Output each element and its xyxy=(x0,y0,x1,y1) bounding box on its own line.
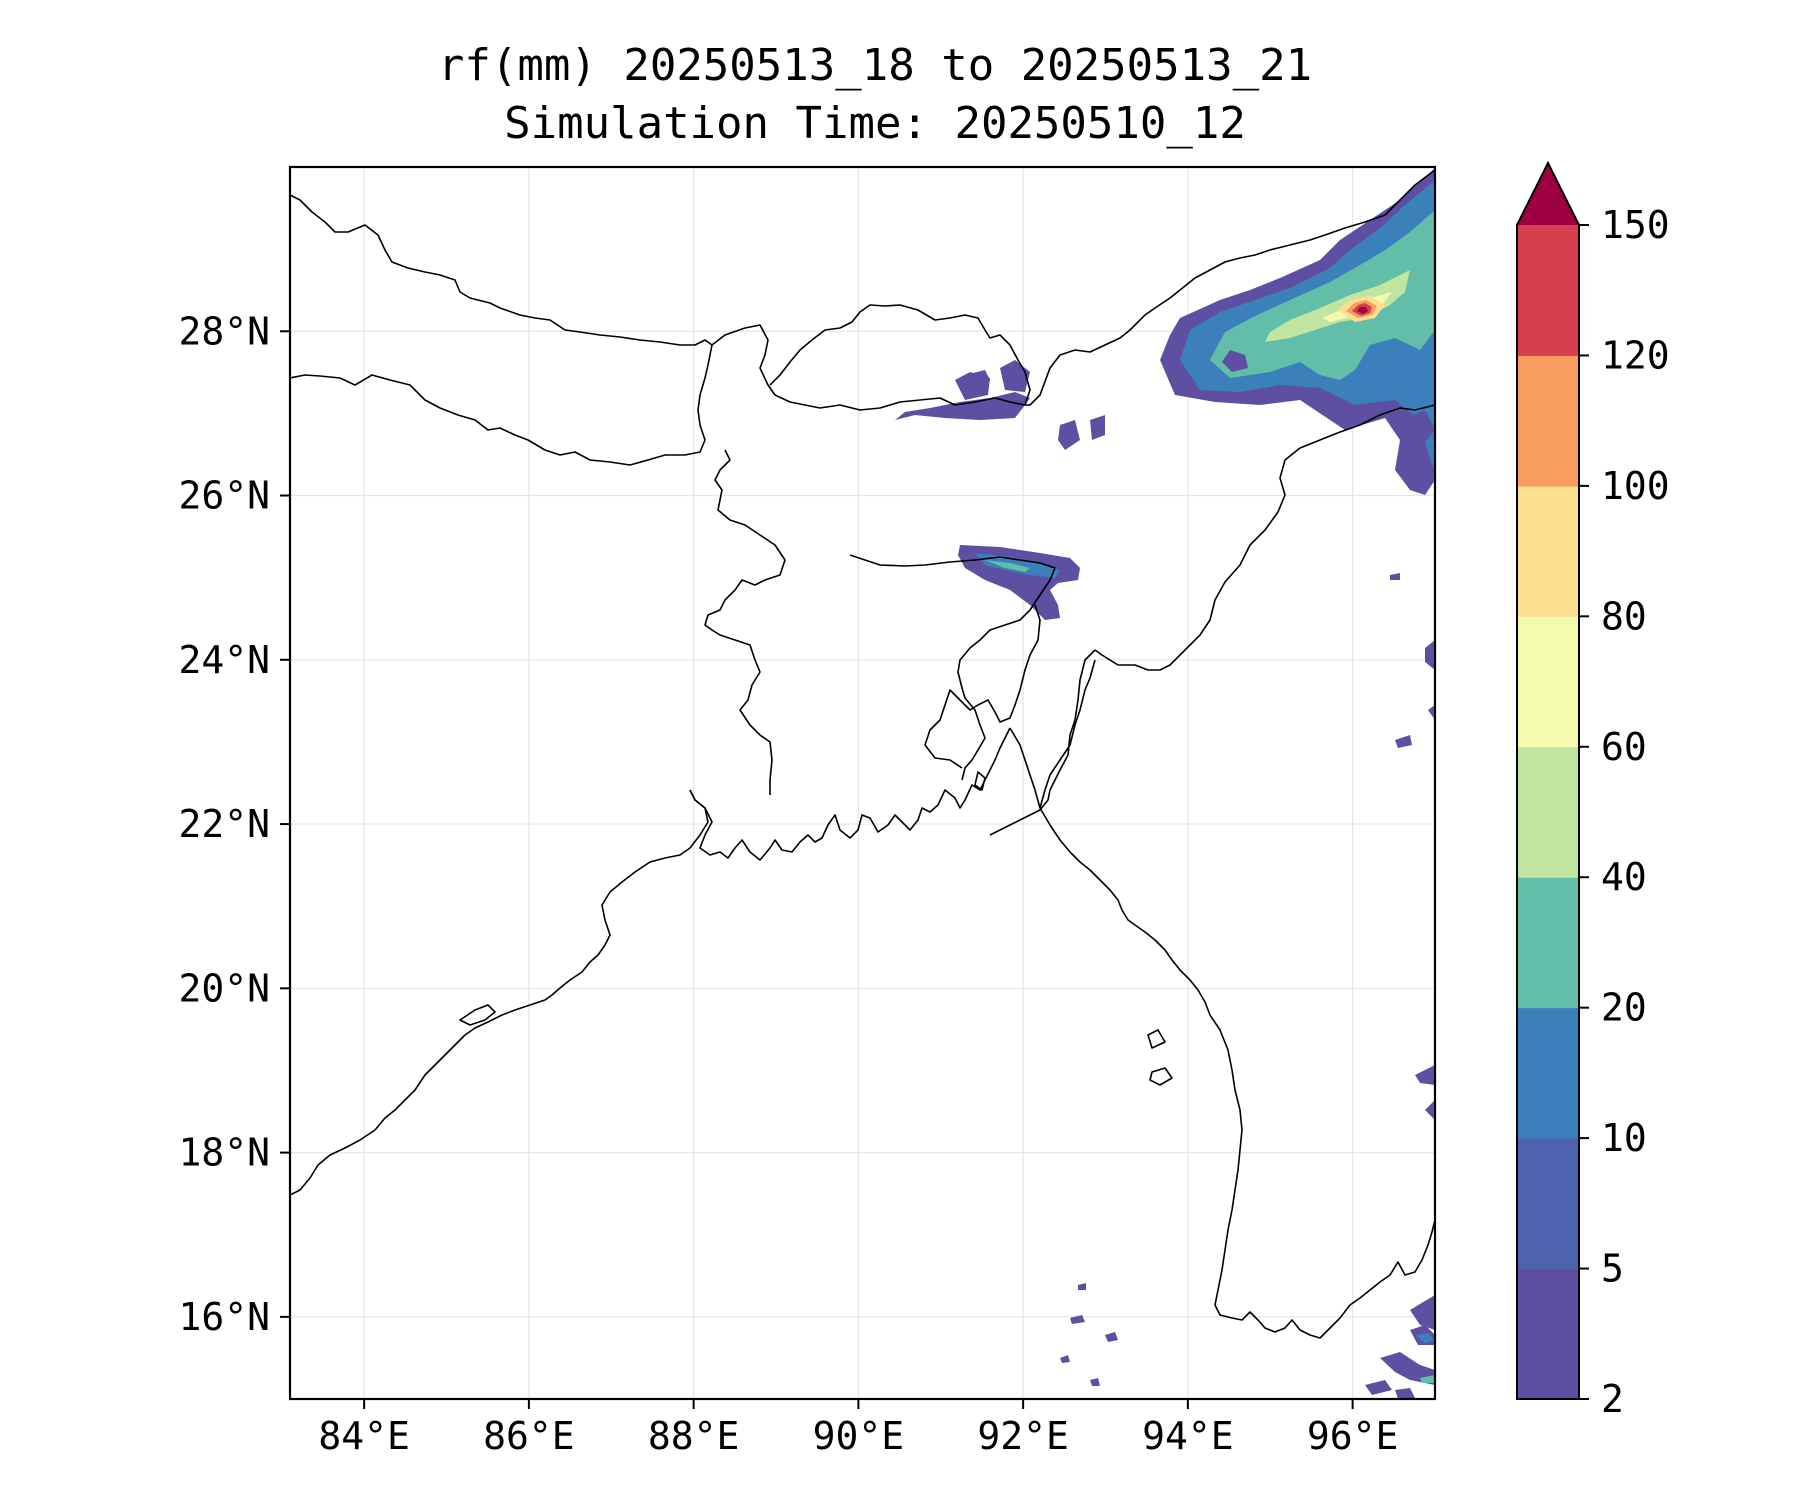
colorbar-tick-label: 150 xyxy=(1601,203,1670,247)
india-east-coast xyxy=(290,789,709,1196)
nepal-north-border xyxy=(290,194,713,346)
colorbar-band xyxy=(1517,877,1579,1009)
colorbar-tick-label: 120 xyxy=(1601,333,1670,377)
myanmar-coast xyxy=(1009,727,1435,1339)
colorbar-tick-label: 5 xyxy=(1601,1247,1624,1291)
bhutan-border xyxy=(711,304,1031,411)
lon-tick-label: 92°E xyxy=(977,1414,1069,1458)
colorbar-band xyxy=(1517,746,1579,878)
tripura-border xyxy=(924,604,1041,769)
lat-tick-label: 18°N xyxy=(178,1131,270,1175)
lon-tick-label: 84°E xyxy=(318,1414,410,1458)
colorbar-band xyxy=(1517,485,1579,617)
map-subtitle: Simulation Time: 20250510_12 xyxy=(504,98,1246,149)
colorbar-outline xyxy=(1516,160,1580,1400)
colorbar: 2 5 10 20 40 60 80 100 120 150 xyxy=(1516,160,1670,1421)
bangladesh-border xyxy=(704,449,786,795)
colorbar-tick-label: 40 xyxy=(1601,855,1647,899)
colorbar-tick-label: 60 xyxy=(1601,725,1647,769)
mizoram-border xyxy=(989,649,1096,836)
map-frame xyxy=(288,165,1437,1401)
sundarbans-coast xyxy=(689,727,1011,861)
colorbar-extend-arrow xyxy=(1517,163,1579,225)
coastlines-and-borders xyxy=(290,169,1435,1339)
lon-tick-label: 86°E xyxy=(483,1414,575,1458)
rain-area-bay-specks xyxy=(1060,1283,1118,1386)
colorbar-band xyxy=(1517,225,1579,356)
lon-tick-label: 96°E xyxy=(1307,1414,1399,1458)
colorbar-tick-label: 100 xyxy=(1601,464,1670,508)
lat-tick-label: 26°N xyxy=(178,474,270,518)
colorbar-tick-label: 20 xyxy=(1601,986,1647,1030)
colorbar-band xyxy=(1517,1138,1579,1270)
map-title: rf(mm) 20250513_18 to 20250513_21 xyxy=(437,40,1313,91)
colorbar-tick-label: 2 xyxy=(1601,1377,1624,1421)
lon-tick-label: 90°E xyxy=(813,1414,905,1458)
rain-area-east-edge xyxy=(1390,573,1435,1120)
colorbar-band xyxy=(1517,616,1579,748)
island-3 xyxy=(974,771,986,791)
lat-tick-label: 24°N xyxy=(178,638,270,682)
assam-border xyxy=(1094,404,1435,671)
rain-area-meghalaya xyxy=(958,545,1080,620)
axis-ticks: 84°E 86°E 88°E 90°E 92°E 94°E 96°E 16°N 18°N 20°N… xyxy=(178,309,1398,1458)
rain-area-ne-himalaya xyxy=(1160,168,1435,495)
lat-tick-label: 22°N xyxy=(178,802,270,846)
lat-tick-label: 20°N xyxy=(178,966,270,1010)
colorbar-tick-label: 80 xyxy=(1601,594,1647,638)
colorbar-band xyxy=(1517,1268,1579,1400)
chilika-lake xyxy=(459,1004,496,1026)
island-1 xyxy=(1149,1067,1173,1086)
rain-area-myanmar-coast xyxy=(1365,1295,1435,1399)
lat-tick-label: 16°N xyxy=(178,1295,270,1339)
colorbar-band xyxy=(1517,355,1579,487)
colorbar-band xyxy=(1517,1007,1579,1139)
arunachal-north-border xyxy=(1025,169,1435,406)
lat-tick-label: 28°N xyxy=(178,309,270,353)
island-2 xyxy=(1147,1029,1166,1049)
lon-tick-label: 88°E xyxy=(648,1414,740,1458)
rain-area-bhutan-foothills xyxy=(895,360,1105,450)
lon-tick-label: 94°E xyxy=(1142,1414,1234,1458)
bangladesh-east-border xyxy=(849,554,1056,781)
nepal-south-border xyxy=(290,344,713,466)
myanmar-west-border xyxy=(1039,659,1096,809)
colorbar-tick-label: 10 xyxy=(1601,1116,1647,1160)
